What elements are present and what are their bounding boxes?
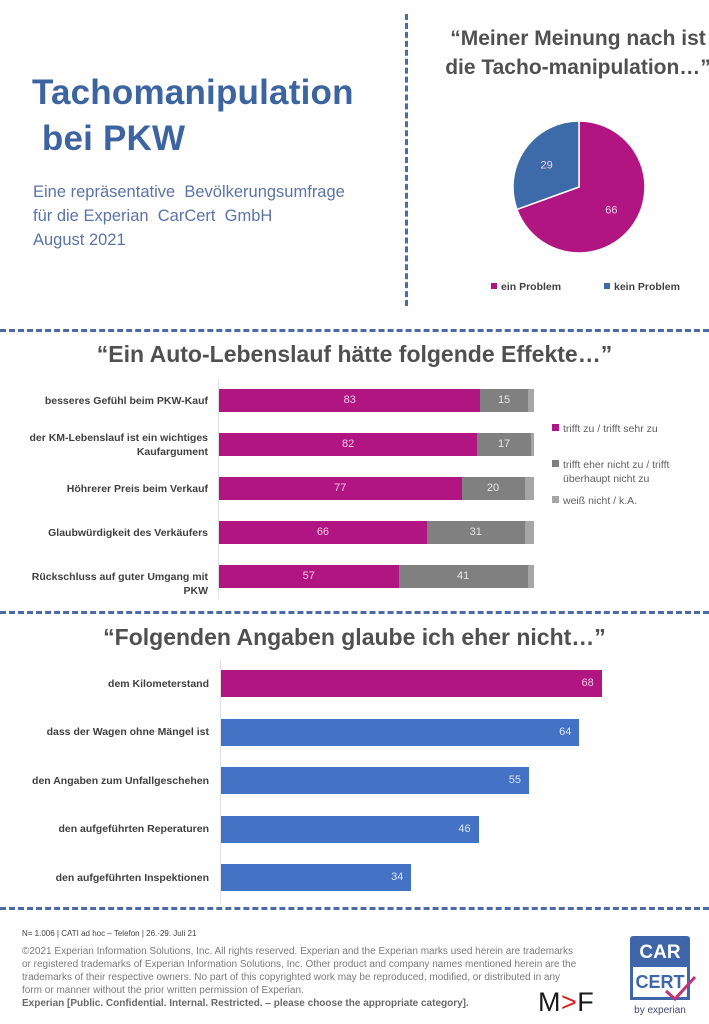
bar-chart-title: “Folgenden Angaben glaube ich eher nicht…: [103, 624, 606, 650]
category-axis-line: [220, 660, 221, 903]
carcert-logo-cert: CERT: [635, 972, 685, 992]
legend-swatch-magenta: [491, 283, 497, 289]
category-label: den aufgeführten Inspektionen: [55, 871, 209, 884]
stacked-legend-item-1: trifft zu / trifft sehr zu: [552, 422, 658, 436]
carcert-logo: CAR CERT by experian: [630, 936, 697, 1016]
bar-segment-series-3: [524, 521, 534, 544]
bar-segment-series-1: [219, 433, 478, 456]
category-label: den aufgeführten Reperaturen: [58, 823, 209, 835]
bar-segment-series-1: [219, 477, 462, 500]
carcert-logo-top: CAR: [630, 936, 690, 967]
stacked-legend-item-2: trifft eher nicht zu / trifft überhaupt …: [552, 458, 709, 486]
legend-label: kein Problem: [614, 281, 680, 293]
carcert-logo-bottom: CERT: [630, 967, 697, 1002]
bar-segment-series-3: [527, 565, 534, 588]
bar-data-label: 83: [343, 394, 356, 406]
category-axis-line: [218, 379, 219, 599]
category-label: Rückschluss auf guter Umgang mit PKW: [31, 570, 208, 597]
category-label: Glaubwürdigkeit des Verkäufers: [48, 526, 208, 539]
bar-data-label: 66: [316, 526, 330, 538]
mf-logo-arrow: >: [561, 987, 578, 1017]
bar: [221, 767, 529, 794]
bar-data-label: 17: [497, 438, 511, 450]
legend-label: ein Problem: [501, 281, 562, 293]
bar-segment-series-1: [219, 565, 399, 588]
bar-segment-series-2: [461, 477, 525, 500]
checkmark-icon: [665, 975, 697, 1002]
bar: [221, 815, 479, 843]
category-label: der KM-Lebenslauf ist ein wichtiges Kauf…: [29, 431, 208, 458]
category-label: Höhrerer Preis beim Verkauf: [66, 482, 208, 495]
copyright-block: ©2021 Experian Information Solutions, In…: [22, 945, 582, 1010]
section-divider-1: [0, 329, 709, 332]
category-label: dem Kilometerstand: [108, 677, 209, 690]
bar-segment-series-2: [480, 389, 528, 412]
bar: [221, 864, 412, 891]
bar-data-label: 68: [581, 677, 594, 689]
bar-segment-series-3: [530, 433, 534, 456]
bar-data-label: 82: [342, 438, 355, 450]
bar-data-label: 64: [559, 725, 572, 738]
bar-segment-series-2: [477, 433, 531, 456]
bar-data-label: 20: [486, 482, 500, 494]
bar-segment-series-3: [524, 477, 534, 500]
bar-data-label: 34: [391, 871, 404, 883]
section-divider-2: [0, 611, 709, 614]
pie-slice-kein-problem: [512, 120, 580, 211]
copyright-text: ©2021 Experian Information Solutions, In…: [22, 946, 577, 996]
pie-slice-ein-problem: [515, 120, 646, 254]
pie-chart: 66 29: [512, 120, 646, 254]
legend-label: weiß nicht / k.A.: [563, 495, 638, 507]
category-label: dass der Wagen ohne Mängel ist: [46, 726, 209, 738]
vertical-divider: [405, 14, 408, 306]
bar-segment-series-2: [398, 565, 528, 588]
carcert-logo-by: by experian: [634, 1005, 686, 1016]
pie-legend-item-ein-problem: ein Problem: [491, 281, 561, 293]
sample-note: N= 1.006 | CATI ad hoc – Telefon | 26.-2…: [22, 929, 197, 938]
bar-data-label: 46: [458, 822, 471, 835]
category-label: den Angaben zum Unfallgeschehen: [32, 774, 209, 787]
legend-label: trifft eher nicht zu / trifft überhaupt …: [563, 459, 670, 485]
bar: [221, 670, 602, 697]
mf-logo-f: F: [577, 987, 595, 1017]
bar-data-label: 57: [302, 570, 315, 582]
bar-segment-series-1: [219, 521, 427, 544]
legend-swatch-dark-gray: [552, 460, 559, 467]
legend-label: trifft zu / trifft sehr zu: [563, 423, 658, 435]
bar-data-label: 15: [497, 394, 511, 406]
pie-data-label: 66: [605, 205, 617, 217]
bar-segment-series-1: [219, 389, 481, 412]
mf-logo-m: M: [538, 987, 561, 1017]
bar-data-label: 41: [456, 570, 470, 582]
bar: [221, 718, 580, 746]
mf-logo: M>F: [538, 987, 594, 1018]
category-label: besseres Gefühl beim PKW-Kauf: [44, 394, 208, 407]
bar-data-label: 31: [469, 526, 482, 538]
pie-data-label: 29: [540, 159, 552, 171]
pie-legend-item-kein-problem: kein Problem: [604, 281, 680, 293]
legend-swatch-light-gray: [552, 496, 559, 503]
classification-text: Experian [Public. Confidential. Internal…: [22, 998, 469, 1009]
bar-data-label: 77: [334, 482, 347, 494]
main-title: Tachomanipulation bei PKW: [32, 73, 354, 158]
stacked-legend-item-3: weiß nicht / k.A.: [552, 494, 637, 508]
bar-data-label: 55: [508, 774, 521, 786]
legend-swatch-blue: [604, 283, 610, 289]
bar-segment-series-2: [426, 521, 525, 544]
bar-segment-series-3: [527, 389, 534, 412]
section-divider-3: [0, 907, 709, 910]
pie-chart-title: “Meiner Meinung nach ist die Tacho-manip…: [445, 27, 709, 79]
subtitle: Eine repräsentative Bevölkerungsumfrage …: [33, 183, 345, 249]
legend-swatch-magenta: [552, 424, 559, 431]
stacked-chart-title: “Ein Auto-Lebenslauf hätte folgende Effe…: [96, 341, 613, 367]
